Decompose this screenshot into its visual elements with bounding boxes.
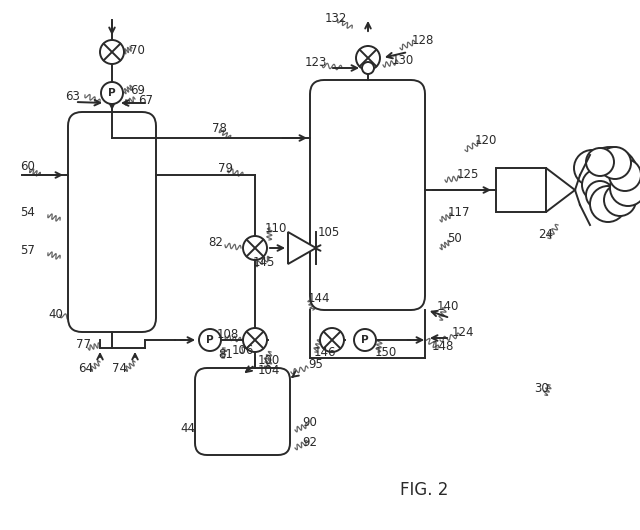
Circle shape <box>576 152 608 184</box>
Text: P: P <box>206 335 214 345</box>
Text: 124: 124 <box>452 325 474 339</box>
Text: 82: 82 <box>208 235 223 249</box>
Text: 106: 106 <box>232 343 254 357</box>
Text: 60: 60 <box>20 161 35 173</box>
Text: 140: 140 <box>437 299 460 313</box>
Text: 92: 92 <box>302 436 317 448</box>
Circle shape <box>243 328 267 352</box>
Text: 69: 69 <box>130 84 145 96</box>
Text: 50: 50 <box>447 232 461 244</box>
Circle shape <box>604 184 636 216</box>
Circle shape <box>582 169 614 201</box>
Text: 67: 67 <box>138 93 153 107</box>
Text: 120: 120 <box>475 134 497 146</box>
Circle shape <box>356 46 380 70</box>
Circle shape <box>101 82 123 104</box>
Circle shape <box>584 149 636 201</box>
Circle shape <box>354 329 376 351</box>
Text: 100: 100 <box>258 354 280 367</box>
Text: 125: 125 <box>457 169 479 181</box>
Text: 108: 108 <box>217 328 239 340</box>
Text: 128: 128 <box>412 33 435 47</box>
Text: FIG. 2: FIG. 2 <box>400 481 449 499</box>
Text: 24: 24 <box>538 228 553 242</box>
Text: 57: 57 <box>20 243 35 257</box>
Text: 54: 54 <box>20 206 35 218</box>
Circle shape <box>362 62 374 74</box>
Circle shape <box>609 159 640 191</box>
Text: 79: 79 <box>218 162 233 174</box>
Text: 104: 104 <box>258 364 280 376</box>
Text: 81: 81 <box>218 349 233 361</box>
FancyBboxPatch shape <box>310 80 425 310</box>
FancyBboxPatch shape <box>68 112 156 332</box>
Text: 145: 145 <box>253 255 275 269</box>
Text: 70: 70 <box>130 43 145 57</box>
Text: 110: 110 <box>265 222 287 234</box>
Text: 146: 146 <box>314 346 337 358</box>
Text: 150: 150 <box>375 346 397 358</box>
Text: 74: 74 <box>112 361 127 375</box>
Text: 144: 144 <box>308 292 330 305</box>
Circle shape <box>584 171 612 199</box>
Circle shape <box>582 147 638 203</box>
Circle shape <box>100 40 124 64</box>
Text: 40: 40 <box>48 307 63 321</box>
Text: 148: 148 <box>432 340 454 352</box>
Text: 90: 90 <box>302 416 317 428</box>
Text: P: P <box>108 88 116 98</box>
Polygon shape <box>288 232 316 264</box>
Text: 77: 77 <box>76 339 91 351</box>
Text: 123: 123 <box>305 57 328 69</box>
Text: 64: 64 <box>78 361 93 375</box>
Circle shape <box>320 328 344 352</box>
Circle shape <box>243 236 267 260</box>
Text: 95: 95 <box>308 358 323 372</box>
Circle shape <box>590 186 626 222</box>
Circle shape <box>199 329 221 351</box>
Text: 30: 30 <box>534 382 548 394</box>
Circle shape <box>586 148 614 176</box>
Text: 44: 44 <box>180 421 195 435</box>
Text: 130: 130 <box>392 54 414 66</box>
Circle shape <box>599 147 631 179</box>
Text: 132: 132 <box>325 12 348 24</box>
Circle shape <box>610 170 640 206</box>
Text: 63: 63 <box>65 91 80 103</box>
Polygon shape <box>546 168 575 212</box>
Text: 78: 78 <box>212 121 227 135</box>
FancyBboxPatch shape <box>195 368 290 455</box>
Text: 117: 117 <box>448 207 470 219</box>
Circle shape <box>586 181 614 209</box>
Circle shape <box>574 150 610 186</box>
Bar <box>496 168 546 212</box>
Text: P: P <box>361 335 369 345</box>
Text: 105: 105 <box>318 225 340 238</box>
